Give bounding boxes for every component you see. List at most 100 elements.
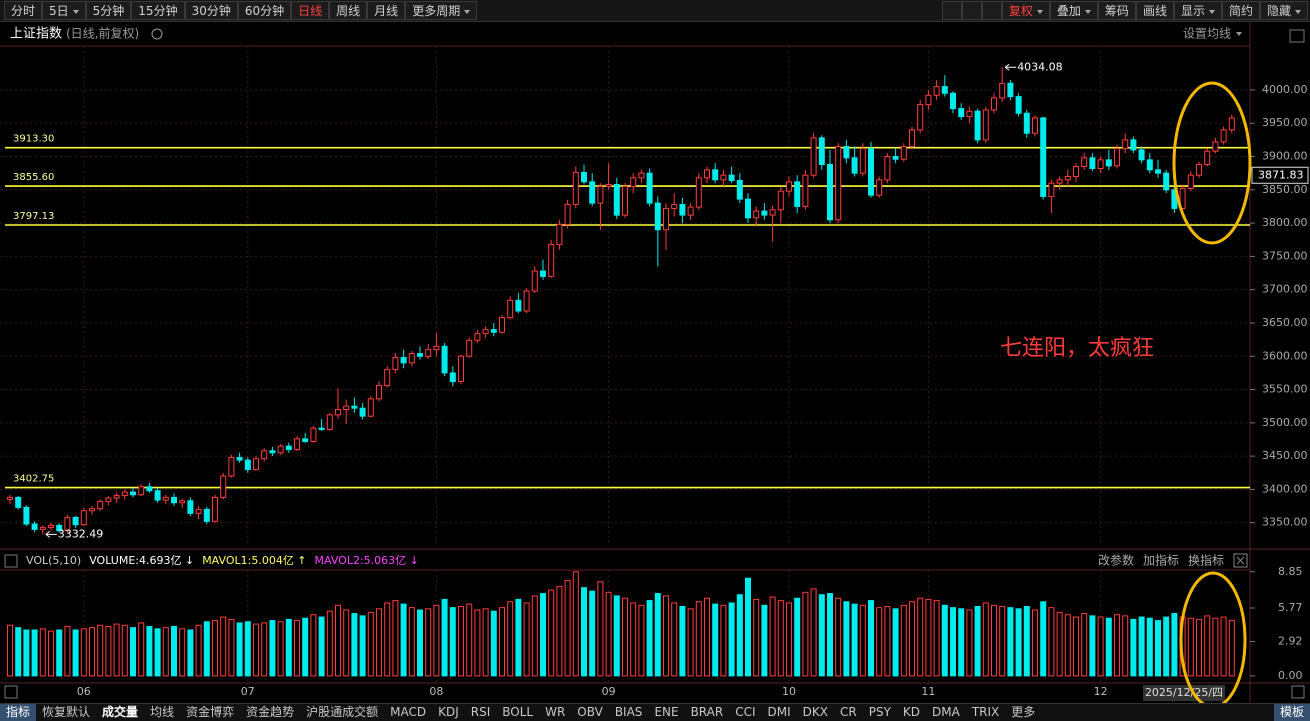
indicator-tab[interactable]: 更多 [1011, 705, 1036, 719]
candle-body [1163, 172, 1170, 191]
period-button[interactable]: 更多周期 [405, 1, 478, 20]
candle-body [605, 183, 612, 187]
indicator-tab[interactable]: DKX [802, 705, 828, 719]
volume-bar [589, 590, 596, 677]
volume-bar [441, 598, 448, 677]
indicator-tab[interactable]: 成交量 [102, 705, 139, 719]
ma-settings[interactable]: 设置均线 [1183, 27, 1231, 41]
close-indicator[interactable] [1233, 553, 1248, 568]
indicator-tab[interactable]: 资金趋势 [246, 705, 295, 719]
candle-body [540, 270, 546, 277]
period-button[interactable]: 周线 [329, 1, 368, 20]
indicator-tab[interactable]: RSI [470, 705, 491, 719]
tool-button[interactable]: 叠加 [1049, 1, 1098, 20]
volume-bar [318, 616, 325, 677]
tool-button[interactable]: 隐藏 [1259, 1, 1308, 20]
candle-body [449, 372, 456, 383]
candle-body [1155, 169, 1161, 174]
volume-bar [802, 591, 809, 677]
volume-bar [425, 608, 432, 677]
period-button[interactable]: 分时 [4, 1, 43, 20]
candle-body [31, 523, 38, 530]
tool-button[interactable]: 画线 [1135, 1, 1174, 20]
volume-bar [449, 607, 456, 677]
volume-bar [687, 608, 694, 677]
indicator-tab[interactable]: 恢复默认 [42, 705, 91, 719]
candle-body [671, 203, 678, 209]
indicator-tab[interactable]: 指标 [0, 704, 37, 721]
period-button[interactable]: 5分钟 [85, 1, 132, 20]
indicator-tab[interactable]: BRAR [690, 705, 724, 719]
volume-bar [302, 617, 309, 677]
volume-bar [1105, 617, 1112, 677]
indicator-tab[interactable]: DMA [932, 705, 960, 719]
volume-bar [925, 598, 932, 677]
volume-bar [417, 609, 423, 677]
indicator-tab[interactable]: MACD [390, 705, 427, 719]
period-button[interactable]: 月线 [367, 1, 406, 20]
indicator-tab[interactable]: 沪股通成交额 [306, 705, 379, 719]
indicator-tab[interactable]: TRIX [971, 705, 1000, 719]
candle-body [367, 398, 374, 417]
y-tick-label: 3500.00 [1262, 416, 1308, 429]
indicator-tab[interactable]: DMI [767, 705, 791, 719]
volume-bar [130, 627, 136, 677]
candle-body [335, 409, 341, 416]
scroll-left[interactable] [4, 685, 18, 699]
indicator-tab[interactable]: PSY [868, 705, 891, 719]
volume-bar [909, 601, 915, 677]
indicator-tab[interactable]: 模板 [1273, 704, 1310, 721]
y-tick-label: 3350.00 [1262, 516, 1308, 529]
settings-icon[interactable] [151, 28, 163, 40]
candle-body [868, 148, 874, 196]
indicator-tab[interactable]: WR [545, 705, 566, 719]
icon-button[interactable] [981, 1, 1002, 20]
period-button[interactable]: 30分钟 [184, 1, 238, 20]
indicator-tab[interactable]: ENE [654, 705, 679, 719]
candle-body [1015, 96, 1022, 114]
indicator-tab[interactable]: BIAS [614, 705, 643, 719]
indicator-tab[interactable]: 资金博弈 [186, 705, 235, 719]
period-button[interactable]: 15分钟 [131, 1, 185, 20]
volume-bar [868, 600, 874, 677]
period-button[interactable]: 60分钟 [237, 1, 292, 20]
candle-body [1130, 139, 1137, 151]
candle-body [113, 494, 120, 499]
period-button[interactable]: 日线 [291, 1, 330, 20]
tool-button[interactable]: 简约 [1221, 1, 1260, 20]
volume-bar [1204, 615, 1211, 677]
indicator-tab[interactable]: KD [902, 705, 921, 719]
expand-icon[interactable] [1289, 29, 1305, 43]
volume-bar [777, 600, 784, 677]
tool-button[interactable]: 复权 [1001, 1, 1050, 20]
indicator-tab[interactable]: 均线 [150, 705, 175, 719]
tool-button[interactable]: 显示 [1173, 1, 1222, 20]
volume-bar [736, 594, 743, 677]
icon-button[interactable] [941, 1, 962, 20]
scroll-right[interactable] [1291, 685, 1305, 699]
indicator-tab[interactable]: BOLL [502, 705, 534, 719]
volume-bar [663, 595, 669, 677]
candle-body [958, 108, 965, 118]
volume-bar [1023, 605, 1030, 677]
candle-body [162, 496, 169, 501]
tool-button[interactable]: 筹码 [1097, 1, 1136, 20]
period-button[interactable]: 5日 [42, 1, 86, 20]
indicator-tab[interactable]: KDJ [438, 705, 459, 719]
volume-button: 换指标 [1188, 553, 1224, 568]
indicator-tab[interactable]: CR [840, 705, 857, 719]
candle-body [195, 508, 202, 514]
candle-body [253, 458, 259, 470]
volume-bar [769, 596, 776, 677]
volume-bar [1196, 618, 1202, 677]
collapse-icon[interactable] [4, 554, 18, 568]
indicator-tab[interactable]: OBV [577, 705, 603, 719]
dropdown-icon [1236, 32, 1242, 36]
indicator-tab[interactable]: CCI [735, 705, 756, 719]
candle-body [285, 445, 292, 450]
icon-button[interactable] [961, 1, 982, 20]
volume-bar [285, 618, 292, 677]
candle-body [179, 500, 186, 504]
candle-body [515, 299, 522, 312]
